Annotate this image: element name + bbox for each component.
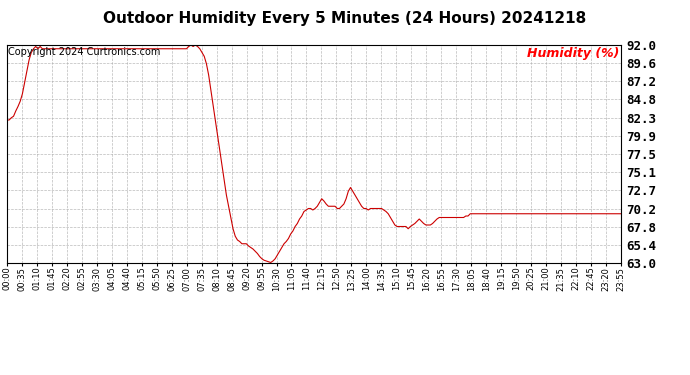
Text: Copyright 2024 Curtronics.com: Copyright 2024 Curtronics.com	[8, 47, 161, 57]
Text: Humidity (%): Humidity (%)	[527, 47, 620, 60]
Text: Outdoor Humidity Every 5 Minutes (24 Hours) 20241218: Outdoor Humidity Every 5 Minutes (24 Hou…	[104, 11, 586, 26]
